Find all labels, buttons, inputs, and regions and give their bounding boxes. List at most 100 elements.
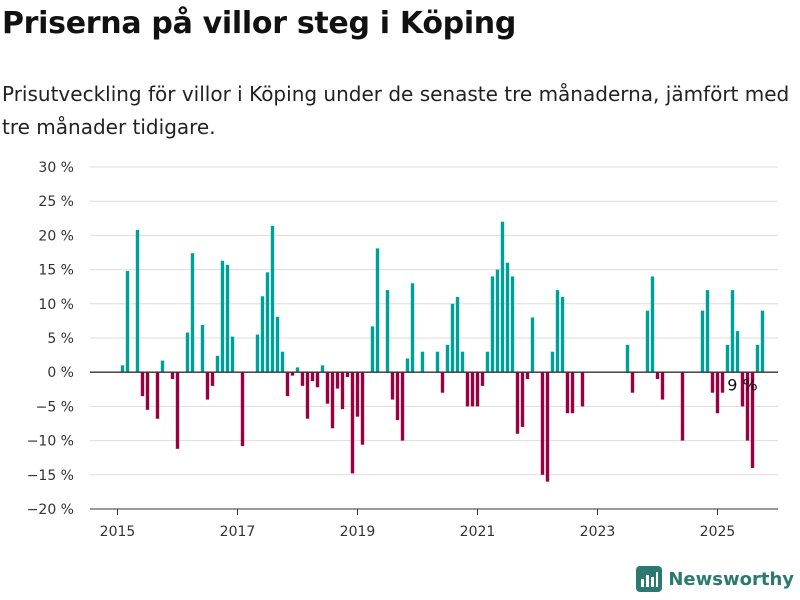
bar bbox=[140, 372, 145, 397]
bar bbox=[320, 365, 325, 373]
bar bbox=[745, 372, 750, 441]
bar bbox=[420, 351, 425, 373]
chart-subtitle: Prisutveckling för villor i Köping under… bbox=[2, 82, 790, 139]
bar bbox=[625, 344, 630, 373]
chart-title: Priserna på villor steg i Köping bbox=[2, 6, 517, 41]
bar bbox=[705, 290, 710, 373]
bar bbox=[760, 310, 765, 373]
bar bbox=[725, 344, 730, 373]
bar bbox=[475, 372, 480, 407]
bar bbox=[155, 372, 160, 419]
y-tick-label: 30 % bbox=[38, 160, 74, 176]
bar bbox=[355, 372, 360, 417]
bar bbox=[495, 269, 500, 373]
bar bbox=[730, 290, 735, 373]
bar bbox=[555, 290, 560, 373]
bar bbox=[170, 372, 175, 380]
bar bbox=[395, 372, 400, 421]
bar bbox=[275, 316, 280, 373]
bar bbox=[700, 310, 705, 373]
bar bbox=[660, 372, 665, 400]
bar-chart: 30 % 25 % 20 % 15 % 10 % 5 % 0 % −5 % −10 % −15 %… bbox=[27, 160, 778, 540]
bar bbox=[540, 372, 545, 475]
bar bbox=[230, 336, 235, 373]
bar bbox=[160, 360, 165, 373]
bar bbox=[480, 372, 485, 386]
bar bbox=[710, 372, 715, 393]
bar bbox=[315, 372, 320, 388]
bar bbox=[455, 296, 460, 373]
bar bbox=[240, 372, 245, 447]
x-tick-label: 2019 bbox=[340, 524, 376, 540]
bar bbox=[175, 372, 180, 449]
y-tick-label: 0 % bbox=[47, 365, 74, 381]
bars bbox=[90, 221, 778, 482]
bar bbox=[655, 372, 660, 380]
bar bbox=[210, 372, 215, 386]
bar bbox=[445, 344, 450, 373]
bar bbox=[715, 372, 720, 414]
bar bbox=[345, 372, 350, 377]
bar bbox=[270, 225, 275, 373]
bar bbox=[280, 351, 285, 373]
y-axis-labels: 30 % 25 % 20 % 15 % 10 % 5 % 0 % −5 % −10 % −15 %… bbox=[27, 160, 74, 518]
bar bbox=[450, 303, 455, 373]
bar bbox=[755, 344, 760, 373]
bar bbox=[520, 372, 525, 427]
bar bbox=[350, 372, 355, 474]
bar bbox=[630, 372, 635, 393]
bar bbox=[530, 317, 535, 373]
y-tick-label: 10 % bbox=[38, 297, 74, 313]
bar bbox=[120, 365, 125, 373]
bar bbox=[490, 276, 495, 373]
bar bbox=[295, 367, 300, 373]
bar bbox=[200, 325, 205, 373]
y-tick-label: 5 % bbox=[47, 331, 74, 347]
x-tick-label: 2017 bbox=[220, 524, 256, 540]
bar bbox=[410, 283, 415, 373]
last-value-annotation: 9 % bbox=[727, 375, 757, 394]
bar bbox=[735, 331, 740, 373]
bar bbox=[485, 351, 490, 373]
y-tick-label: 15 % bbox=[38, 263, 74, 279]
bar bbox=[405, 358, 410, 373]
bar bbox=[260, 296, 265, 373]
bar bbox=[750, 372, 755, 468]
bar bbox=[650, 276, 655, 373]
y-tick-label: −5 % bbox=[36, 399, 74, 415]
bar bbox=[375, 248, 380, 373]
bar bbox=[330, 372, 335, 429]
y-tick-label: −10 % bbox=[27, 434, 74, 450]
bar bbox=[505, 262, 510, 373]
bar bbox=[500, 221, 505, 373]
bar bbox=[385, 290, 390, 373]
bar bbox=[340, 372, 345, 410]
x-tick-label: 2023 bbox=[580, 524, 616, 540]
bar bbox=[215, 355, 220, 373]
bar bbox=[370, 326, 375, 373]
bar bbox=[225, 264, 230, 373]
y-tick-label: −15 % bbox=[27, 468, 74, 484]
brand-logo: Newsworthy bbox=[636, 564, 794, 594]
bar bbox=[545, 372, 550, 482]
bar bbox=[335, 372, 340, 389]
x-tick-label: 2021 bbox=[460, 524, 496, 540]
bar bbox=[190, 253, 195, 373]
bar bbox=[680, 372, 685, 441]
brand-name: Newsworthy bbox=[668, 568, 794, 590]
bar bbox=[460, 351, 465, 373]
bar bbox=[400, 372, 405, 441]
bar bbox=[470, 372, 475, 407]
bar bbox=[550, 351, 555, 373]
x-tick-label: 2025 bbox=[700, 524, 736, 540]
bar bbox=[305, 372, 310, 419]
bar bbox=[435, 351, 440, 373]
bar bbox=[360, 372, 365, 445]
x-axis: 2015 2017 2019 2021 2023 2025 bbox=[90, 508, 778, 540]
bar bbox=[265, 272, 270, 373]
bar bbox=[300, 372, 305, 386]
newsworthy-logo-icon bbox=[636, 566, 663, 592]
bar bbox=[390, 372, 395, 400]
y-tick-label: −20 % bbox=[27, 502, 74, 518]
x-tick-label: 2015 bbox=[100, 524, 136, 540]
